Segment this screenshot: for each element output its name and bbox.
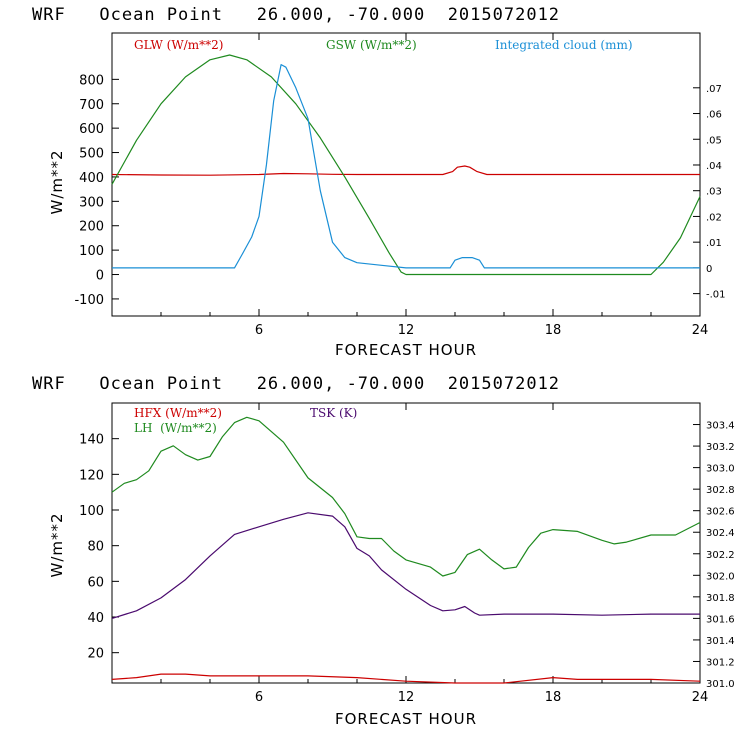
bottom-y2-tick-label: 302.8 bbox=[706, 485, 735, 496]
bottom-y2-tick-label: 302.6 bbox=[706, 507, 735, 518]
top-axis-ticks: 6 12 18 24 -100 0 100 200 300 400 500 600 700 800 -.01… bbox=[74, 33, 726, 338]
bottom-y2-tick-label: 302.0 bbox=[706, 571, 735, 582]
bottom-legend-lh: LH (W/m**2) bbox=[134, 421, 217, 435]
top-y2-tick-label: .05 bbox=[706, 135, 722, 146]
bottom-x-tick-label: 6 bbox=[255, 690, 263, 705]
top-y-tick-label: 600 bbox=[79, 122, 104, 137]
top-x-tick-label: 12 bbox=[398, 323, 415, 338]
bottom-panel: WRF Ocean Point 26.000, -70.000 20150720… bbox=[32, 374, 735, 728]
bottom-x-tick-label: 12 bbox=[398, 690, 415, 705]
bottom-x-tick-label: 24 bbox=[692, 690, 709, 705]
bottom-x-axis-label: FORECAST HOUR bbox=[335, 710, 477, 728]
bottom-y2-tick-label: 302.2 bbox=[706, 550, 735, 561]
bottom-legend-tsk: TSK (K) bbox=[310, 406, 357, 420]
bottom-y2-tick-label: 303.4 bbox=[706, 421, 735, 432]
top-series-group bbox=[111, 54, 701, 276]
bottom-y2-tick-label: 303.0 bbox=[706, 464, 735, 475]
bottom-axis-ticks: 6 12 18 24 20 40 60 80 100 120 140 301.0 301.2 301.4 3… bbox=[79, 403, 735, 705]
top-y2-tick-label: .03 bbox=[706, 187, 722, 198]
top-y-tick-label: 200 bbox=[79, 220, 104, 235]
bottom-y-tick-label: 80 bbox=[87, 540, 104, 555]
top-legend-gsw: GSW (W/m**2) bbox=[326, 38, 417, 52]
top-x-tick-label: 18 bbox=[545, 323, 562, 338]
top-legend-cloud: Integrated cloud (mm) bbox=[495, 38, 633, 52]
bottom-y2-tick-label: 301.8 bbox=[706, 593, 735, 604]
top-panel: WRF Ocean Point 26.000, -70.000 20150720… bbox=[32, 5, 726, 359]
top-y2-tick-label: .06 bbox=[706, 110, 722, 121]
bottom-y2-tick-label: 301.4 bbox=[706, 636, 735, 647]
bottom-x-tick-label: 18 bbox=[545, 690, 562, 705]
bottom-y-tick-label: 140 bbox=[79, 433, 104, 448]
top-series-line-2 bbox=[112, 63, 700, 269]
top-y-tick-label: 300 bbox=[79, 195, 104, 210]
top-x-tick-label: 6 bbox=[255, 323, 263, 338]
top-y2-tick-label: 0 bbox=[706, 264, 712, 275]
top-y-tick-label: 100 bbox=[79, 244, 104, 259]
bottom-y-tick-label: 100 bbox=[79, 504, 104, 519]
bottom-y2-tick-label: 301.6 bbox=[706, 614, 735, 625]
top-legend-glw: GLW (W/m**2) bbox=[134, 38, 223, 52]
top-y2-tick-label: .04 bbox=[706, 161, 722, 172]
top-y-tick-label: 0 bbox=[96, 269, 104, 284]
top-y-tick-label: 500 bbox=[79, 147, 104, 162]
bottom-legend-hfx: HFX (W/m**2) bbox=[134, 406, 222, 420]
top-y-tick-label: 400 bbox=[79, 171, 104, 186]
bottom-series-line-1 bbox=[111, 416, 701, 577]
top-y-tick-label: -100 bbox=[74, 293, 104, 308]
top-y-tick-label: 800 bbox=[79, 73, 104, 88]
bottom-y-axis-label: W/m**2 bbox=[48, 512, 66, 577]
top-y2-tick-label: .07 bbox=[706, 84, 722, 95]
top-y-tick-label: 700 bbox=[79, 98, 104, 113]
bottom-series-line-2 bbox=[111, 512, 700, 619]
top-y-axis-label: W/m**2 bbox=[48, 149, 66, 214]
top-y2-tick-label: -.01 bbox=[706, 290, 726, 301]
bottom-series-line-0 bbox=[111, 673, 701, 684]
bottom-y-tick-label: 20 bbox=[87, 647, 104, 662]
bottom-series-group bbox=[111, 416, 701, 684]
bottom-y-tick-label: 120 bbox=[79, 468, 104, 483]
top-y2-tick-label: .02 bbox=[706, 212, 722, 223]
bottom-y-tick-label: 60 bbox=[87, 575, 104, 590]
top-series-line-0 bbox=[111, 165, 700, 176]
bottom-title: WRF Ocean Point 26.000, -70.000 20150720… bbox=[32, 374, 560, 394]
top-y2-tick-label: .01 bbox=[706, 238, 722, 249]
bottom-y2-tick-label: 302.4 bbox=[706, 528, 735, 539]
bottom-y2-tick-label: 301.0 bbox=[706, 679, 735, 690]
top-x-axis-label: FORECAST HOUR bbox=[335, 341, 477, 359]
top-series-line-1 bbox=[111, 54, 701, 276]
top-x-tick-label: 24 bbox=[692, 323, 709, 338]
bottom-y2-tick-label: 303.2 bbox=[706, 442, 735, 453]
bottom-y2-tick-label: 301.2 bbox=[706, 657, 735, 668]
top-title: WRF Ocean Point 26.000, -70.000 20150720… bbox=[32, 5, 560, 25]
bottom-y-tick-label: 40 bbox=[87, 611, 104, 626]
